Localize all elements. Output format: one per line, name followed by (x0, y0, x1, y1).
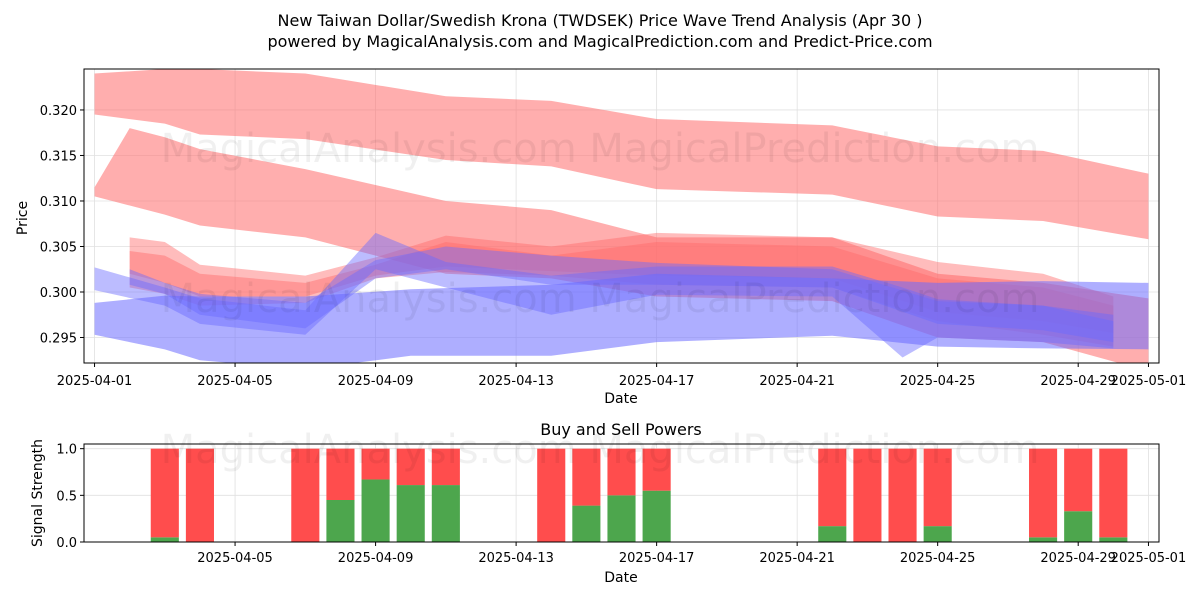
signal-x-tick-label: 2025-04-09 (338, 551, 414, 566)
buy-bar (923, 526, 952, 542)
watermark-top: MagicalAnalysis.com MagicalPrediction.co… (161, 126, 1040, 172)
signal-y-tick-label: 0.0 (56, 536, 77, 551)
signal-y-tick-label: 1.0 (56, 443, 77, 458)
price-x-tick-label: 2025-04-25 (900, 374, 976, 389)
signal-x-tick-label: 2025-05-01 (1111, 551, 1187, 566)
chart-title: New Taiwan Dollar/Swedish Krona (TWDSEK)… (278, 11, 923, 30)
signal-bars (150, 448, 1128, 542)
sell-bar (1029, 448, 1058, 538)
price-x-tick-label: 2025-04-13 (478, 374, 554, 389)
signal-x-tick-label: 2025-04-21 (759, 551, 835, 566)
sell-bar (361, 448, 390, 480)
blue-wave-band (94, 273, 1149, 363)
sell-bar (396, 448, 425, 486)
price-x-tick-label: 2025-04-29 (1040, 374, 1116, 389)
price-chart: MagicalAnalysis.com MagicalPrediction.co… (15, 68, 1186, 407)
price-plot-frame (83, 68, 1160, 364)
red-wave-band (94, 69, 1149, 240)
price-x-tick-label: 2025-05-01 (1111, 374, 1187, 389)
sell-bar (818, 448, 847, 527)
signal-x-tick-label: 2025-04-25 (900, 551, 976, 566)
price-x-tick-label: 2025-04-21 (759, 374, 835, 389)
buy-bar (396, 485, 425, 542)
price-x-tick-label: 2025-04-05 (197, 374, 273, 389)
signal-x-tick-label: 2025-04-29 (1040, 551, 1116, 566)
blue-wave-band (129, 246, 1114, 343)
signal-y-tick-label: 0.5 (56, 489, 77, 504)
buy-bar (1029, 537, 1058, 542)
sell-bar (853, 448, 882, 542)
signal-y-axis-label: Signal Strength (30, 439, 46, 547)
price-x-axis-label: Date (604, 391, 637, 407)
chart-subtitle: powered by MagicalAnalysis.com and Magic… (267, 32, 932, 51)
signal-plot-frame (83, 443, 1160, 543)
blue-wave-band (94, 232, 1114, 358)
buy-bar (1064, 511, 1093, 542)
watermark-bottom: MagicalAnalysis.com MagicalPrediction.co… (161, 427, 1040, 473)
sell-bar (150, 448, 179, 538)
red-wave-band (129, 241, 1114, 333)
sell-bar (185, 448, 214, 542)
red-wave-band (129, 232, 1114, 347)
price-x-tick-label: 2025-04-09 (338, 374, 414, 389)
buy-bar (326, 500, 355, 542)
watermark-top-2: MagicalAnalysis.com MagicalPrediction.co… (161, 276, 1040, 322)
buy-bar (431, 485, 460, 542)
sell-bar (607, 448, 636, 496)
signal-chart: Buy and Sell Powers MagicalAnalysis.com … (30, 420, 1186, 586)
buy-bar (1099, 537, 1128, 542)
sell-bar (888, 448, 917, 542)
price-y-tick-label: 0.295 (40, 332, 77, 347)
buy-bar (150, 537, 179, 542)
price-x-tick-label: 2025-04-01 (57, 374, 133, 389)
signal-x-tick-label: 2025-04-13 (478, 551, 554, 566)
buy-bar (572, 505, 601, 542)
sell-bar (1064, 448, 1093, 512)
sell-bar (326, 448, 355, 500)
signal-x-tick-label: 2025-04-05 (197, 551, 273, 566)
signal-chart-title: Buy and Sell Powers (540, 420, 702, 439)
price-y-axis-label: Price (15, 201, 31, 235)
buy-bar (607, 495, 636, 542)
signal-y-ticks: 0.0 0.5 1.0 (56, 443, 84, 551)
price-x-ticks: 2025-04-01 2025-04-05 2025-04-09 2025-04-13… (57, 363, 1186, 389)
sell-bar (572, 448, 601, 506)
buy-bar (818, 526, 847, 542)
price-x-tick-label: 2025-04-17 (619, 374, 695, 389)
buy-bar (361, 479, 390, 542)
price-y-tick-label: 0.315 (40, 149, 77, 164)
price-y-tick-label: 0.310 (40, 195, 77, 210)
sell-bar (1099, 448, 1128, 538)
price-y-tick-label: 0.300 (40, 286, 77, 301)
price-y-ticks: 0.295 0.300 0.305 0.310 0.315 0.320 (40, 104, 84, 347)
price-y-tick-label: 0.305 (40, 240, 77, 255)
sell-bar (291, 448, 320, 542)
sell-bar (642, 448, 671, 491)
sell-bar (923, 448, 952, 527)
price-y-tick-label: 0.320 (40, 104, 77, 119)
buy-bar (642, 490, 671, 542)
signal-x-ticks: 2025-04-05 2025-04-09 2025-04-13 2025-04-17… (197, 542, 1186, 566)
signal-x-axis-label: Date (604, 570, 637, 586)
price-wave-bands (94, 69, 1149, 363)
sell-bar (537, 448, 566, 542)
signal-x-tick-label: 2025-04-17 (619, 551, 695, 566)
sell-bar (431, 448, 460, 486)
